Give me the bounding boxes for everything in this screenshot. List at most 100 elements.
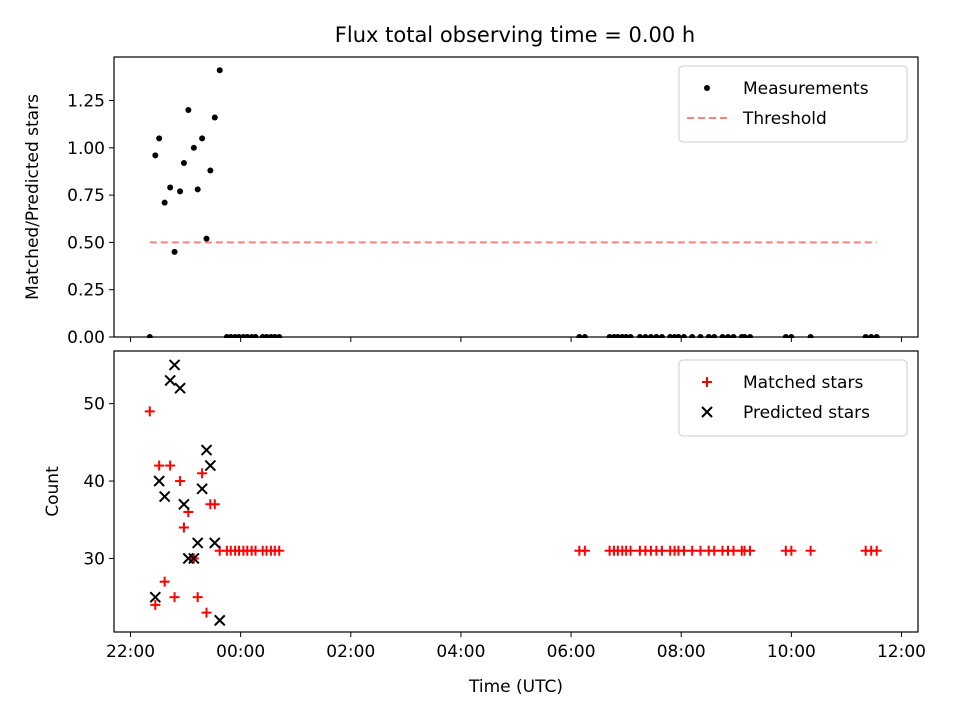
x-tick-label: 00:00 [216, 642, 265, 662]
legend-box [678, 65, 908, 143]
predicted-point [158, 490, 171, 503]
matched-point [197, 468, 208, 479]
predicted-point-b [214, 614, 226, 627]
matched-point [159, 576, 170, 587]
predicted-point-b [191, 537, 204, 549]
predicted-point-b [149, 591, 162, 603]
y-tick-label: 1.25 [67, 92, 105, 112]
matched-point [209, 499, 220, 510]
legend-predicted-marker [701, 406, 713, 418]
x-tick-label: 04:00 [436, 642, 485, 662]
predicted-point [214, 614, 226, 627]
y-tick-label: 0.00 [67, 328, 105, 348]
matched-point [150, 599, 161, 610]
predicted-point-b [204, 459, 217, 472]
y-tick-label: 1.00 [67, 139, 105, 159]
predicted-point [164, 374, 176, 387]
measurement-point [211, 114, 218, 121]
predicted-point-b [178, 498, 190, 510]
legend-predicted-b [701, 406, 713, 418]
matched-point [805, 545, 816, 556]
matched-point [154, 460, 165, 471]
measurement-point [199, 135, 206, 142]
predicted-point-b [164, 374, 176, 387]
matched-point [871, 545, 882, 556]
y-tick-label: 40 [83, 472, 105, 492]
predicted-point-b [158, 490, 171, 503]
predicted-point [196, 483, 208, 495]
matched-point [579, 545, 590, 556]
count-panel: 30 40 50 22:00 00:00 02:00 04:00 06:00 08:00 10:0… [43, 350, 926, 697]
x-tick-label: 08:00 [657, 642, 706, 662]
ratio-panel: 0.00 0.25 0.50 0.75 1.00 1.25 Matched/Predicte… [23, 56, 919, 348]
y-tick-label: 0.25 [67, 281, 105, 301]
predicted-point-b [209, 537, 221, 549]
predicted-point [188, 552, 200, 565]
legend-box [678, 359, 908, 437]
legend-matched-marker [702, 377, 712, 387]
predicted-point [149, 591, 162, 603]
chart-title: Flux total observing time = 0.00 h [335, 23, 695, 47]
predicted-point-b [174, 382, 186, 394]
y-tick-label: 30 [83, 549, 105, 569]
y-tick-label: 0.50 [67, 233, 105, 253]
x-axis-label: Time (UTC) [468, 677, 563, 697]
matched-point [625, 545, 636, 556]
predicted-point [204, 459, 217, 472]
matched-point [201, 607, 212, 618]
predicted-point-b [188, 552, 200, 565]
predicted-point-b [153, 475, 165, 487]
matched-point [175, 476, 186, 487]
matched-point [192, 592, 203, 603]
plot-frame [113, 350, 919, 633]
x-tick-label: 06:00 [547, 642, 596, 662]
measurement-point [185, 106, 192, 113]
matched-point [165, 460, 176, 471]
legend-label: Matched stars [743, 373, 863, 393]
measurement-point [194, 186, 201, 193]
measurement-point [180, 159, 187, 166]
predicted-point-b [200, 444, 213, 456]
legend: Measurements Threshold [678, 65, 908, 143]
legend-label: Predicted stars [743, 403, 870, 423]
measurement-point [203, 235, 210, 242]
y-axis-label: Count [43, 466, 63, 517]
matched-point [178, 522, 189, 533]
predicted-point [168, 359, 181, 371]
y-tick-label: 0.75 [67, 186, 105, 206]
plot-frame [113, 56, 919, 338]
predicted-point-b [196, 483, 208, 495]
x-tick-label: 10:00 [767, 642, 816, 662]
matched-point [786, 545, 797, 556]
y-axis-label: Matched/Predicted stars [23, 94, 43, 300]
legend-measurement-marker [704, 85, 710, 91]
predicted-point-b [168, 359, 181, 371]
measurement-point [216, 67, 223, 74]
predicted-point [178, 498, 190, 510]
matched-point [144, 406, 155, 417]
measurement-point [152, 152, 159, 159]
predicted-point [209, 537, 221, 549]
x-tick-label: 12:00 [877, 642, 926, 662]
legend: Matched stars Predicted stars [678, 359, 908, 437]
predicted-point [200, 444, 213, 456]
matched-point [274, 545, 285, 556]
predicted-point [153, 475, 165, 487]
measurement-point [167, 184, 174, 191]
y-tick-label: 50 [83, 395, 105, 415]
predicted-point [191, 537, 204, 549]
x-tick-label: 02:00 [326, 642, 375, 662]
predicted-point [174, 382, 186, 394]
legend-label: Measurements [743, 79, 869, 99]
measurement-point [190, 144, 197, 151]
matched-point [745, 545, 756, 556]
plot-area [144, 359, 882, 627]
measurement-point [171, 248, 178, 255]
matched-point [169, 592, 180, 603]
measurement-point [161, 199, 168, 206]
measurement-point [156, 135, 163, 142]
legend-label: Threshold [742, 109, 827, 129]
measurement-point [177, 188, 184, 195]
measurement-point [207, 167, 214, 174]
